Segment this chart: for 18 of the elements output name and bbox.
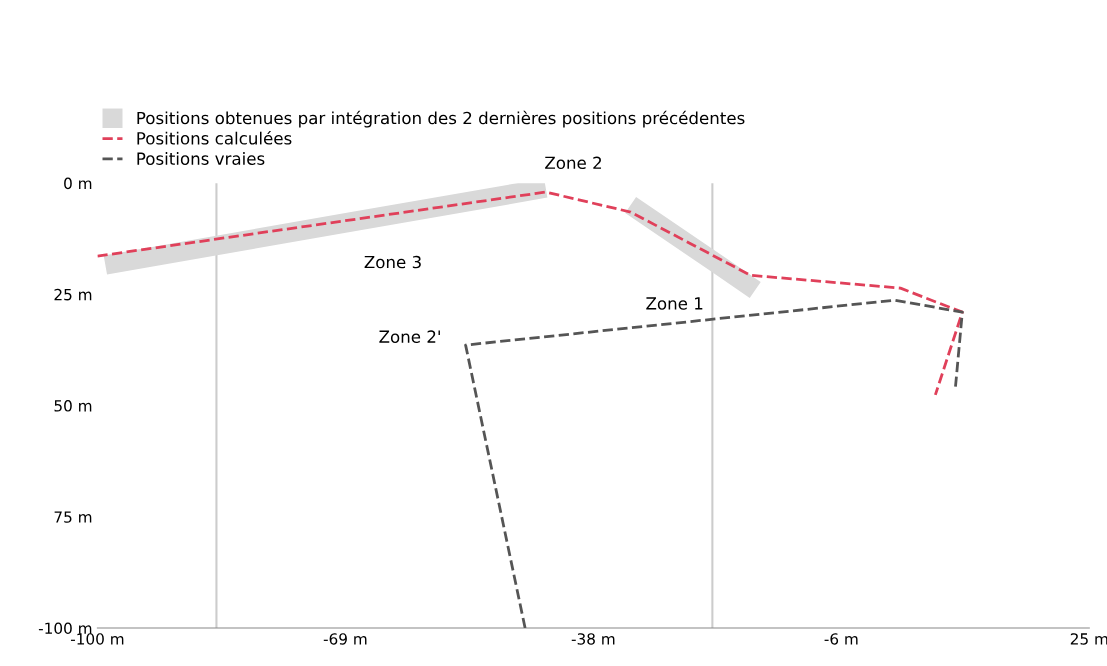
- annotation: Zone 2: [545, 156, 602, 170]
- annotation: Zone 1: [646, 297, 703, 310]
- line-series: [464, 298, 964, 629]
- legend-label: Positions calculées: [137, 131, 292, 145]
- line-series: [97, 190, 964, 397]
- legend-label: Positions obtenues par intégration des 2 dernières positions précédentes: [137, 110, 745, 128]
- x-tick-label: -6 m: [824, 633, 858, 645]
- legend-label: Positions vraies: [137, 152, 265, 165]
- x-tick-label: 25 m: [1070, 633, 1107, 645]
- x-tick-label: -38 m: [571, 633, 615, 645]
- y-tick-label: 25 m: [54, 288, 92, 301]
- y-tick-label: 75 m: [54, 511, 92, 523]
- x-tick-label: -69 m: [323, 633, 367, 645]
- y-tick-label: 50 m: [54, 400, 92, 412]
- annotation: Zone 3: [364, 255, 421, 269]
- x-tick-label: -100 m: [70, 633, 124, 645]
- annotation: Zone 2': [379, 330, 440, 343]
- y-tick-label: 0 m: [64, 177, 92, 190]
